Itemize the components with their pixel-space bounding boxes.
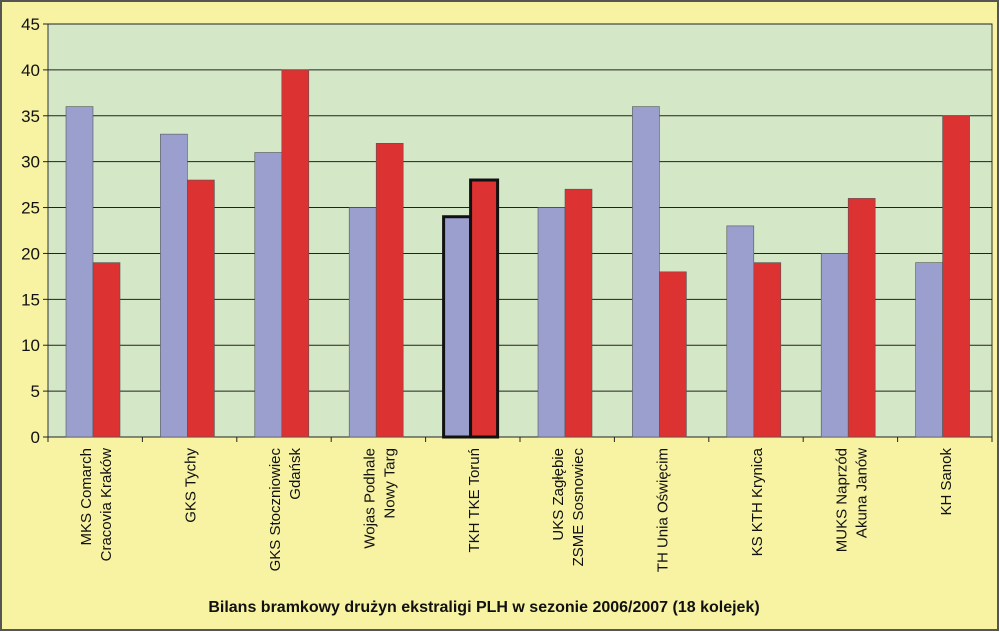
bar-series-2-3 — [375, 143, 404, 438]
x-tick-label: Cracovia Kraków — [98, 448, 115, 562]
x-tick-label: TKH TKE Toruń — [466, 448, 483, 553]
y-tick-label: 30 — [21, 153, 40, 172]
bar-series-2-1 — [187, 179, 215, 438]
x-tick-label: Wojas Podhale — [361, 448, 378, 549]
bar-series-1-9 — [915, 262, 943, 438]
bar-series-1-8 — [820, 253, 849, 438]
x-tick-label: KH Sanok — [938, 448, 955, 516]
bar-series-2-6 — [659, 271, 687, 438]
bar-series-1-5 — [537, 207, 566, 438]
x-tick-label: UKS Zagłębie — [550, 448, 567, 541]
y-tick-label: 15 — [21, 290, 40, 309]
y-tick-label: 35 — [21, 107, 40, 126]
y-tick-label: 40 — [21, 61, 40, 80]
bar-series-2-0 — [92, 262, 121, 438]
x-tick-label: GKS Stoczniowiec — [267, 448, 284, 572]
bar-series-1-6 — [632, 106, 660, 438]
bar-series-2-8 — [847, 198, 876, 438]
chart-title: Bilans bramkowy drużyn ekstraligi PLH w … — [208, 599, 759, 616]
bar-series-1-3 — [348, 207, 377, 438]
bar-series-2-9 — [942, 115, 970, 438]
y-tick-label: 5 — [31, 382, 40, 401]
x-tick-label: TH Unia Oświęcim — [655, 448, 672, 572]
x-tick-label: MKS Comarch — [78, 448, 95, 546]
bar-series-1-0 — [65, 106, 94, 438]
x-tick-label: MUKS Naprzód — [833, 448, 850, 552]
bar-series-1-2 — [254, 152, 283, 438]
bar-series-2-2 — [281, 69, 310, 438]
bar-series-1-7 — [726, 225, 755, 438]
x-tick-label: Akuna Janów — [853, 448, 870, 538]
bar-series-1-4 — [442, 215, 473, 439]
bar-series-2-5 — [564, 188, 593, 438]
y-tick-label: 0 — [31, 428, 40, 447]
y-tick-label: 10 — [21, 336, 40, 355]
x-tick-label: Gdańsk — [287, 448, 304, 500]
bar-series-2-7 — [753, 262, 782, 438]
y-tick-label: 20 — [21, 244, 40, 263]
x-tick-label: GKS Tychy — [183, 448, 200, 523]
y-tick-label: 25 — [21, 199, 40, 218]
bar-series-1-1 — [160, 133, 188, 438]
x-tick-label: Nowy Targ — [381, 448, 398, 519]
y-tick-label: 45 — [21, 15, 40, 34]
x-tick-label: ZSME Sosnowiec — [570, 448, 587, 567]
bar-series-2-4 — [469, 178, 500, 439]
x-tick-label: KS KTH Krynica — [749, 447, 766, 556]
